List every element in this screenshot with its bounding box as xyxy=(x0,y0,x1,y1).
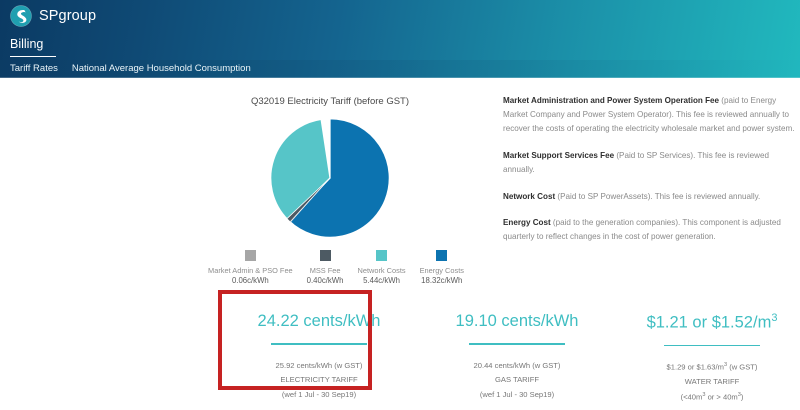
section-title-group: Billing xyxy=(10,38,56,57)
tariff-name: ELECTRICITY TARIFF xyxy=(280,375,358,385)
card-divider xyxy=(469,343,565,345)
period-mid: or > 40m xyxy=(705,392,738,402)
legend-label: MSS Fee xyxy=(309,266,341,275)
tariff-value-with-gst: 20.44 cents/kWh (w GST) xyxy=(473,360,561,370)
tariff-value-superscript: 3 xyxy=(771,312,778,324)
fee-descriptions: Market Administration and Power System O… xyxy=(503,94,795,257)
header-divider xyxy=(0,77,800,78)
legend-value: 5.44c/kWh xyxy=(363,275,400,285)
legend-item: Market Admin & PSO Fee 0.06c/kWh xyxy=(208,250,293,287)
tariff-period: (<40m3 or > 40m3) xyxy=(615,390,800,405)
tariff-name: WATER TARIFF xyxy=(684,377,740,387)
chart-title: Q32019 Electricity Tariff (before GST) xyxy=(250,96,410,107)
tab-bar: Tariff Rates National Average Household … xyxy=(0,60,800,78)
card-divider xyxy=(271,343,367,345)
legend-value: 0.06c/kWh xyxy=(231,275,269,285)
legend-swatch-icon xyxy=(244,250,256,261)
gst-superscript: 3 xyxy=(723,362,728,369)
description-term: Network Cost xyxy=(503,191,556,201)
description-market-admin: Market Administration and Power System O… xyxy=(503,94,795,136)
page-title: Billing xyxy=(10,37,44,51)
tariff-value-with-gst: $1.29 or $1.63/m3 (w GST) xyxy=(615,360,800,375)
main-content: Q32019 Electricity Tariff (before GST) M… xyxy=(0,78,800,410)
tariff-period: (wef 1 Jul - 30 Sep19) xyxy=(479,389,555,399)
description-term: Market Administration and Power System O… xyxy=(503,96,720,105)
gst-suffix: (w GST) xyxy=(727,362,758,372)
card-divider xyxy=(664,344,760,347)
tariff-period: (wef 1 Jul - 30 Sep19) xyxy=(281,389,357,399)
description-body: (paid to Energy Market Company and Power… xyxy=(503,96,795,133)
tariff-value: 24.22 cents/kWh xyxy=(257,312,381,330)
legend-value: 0.40c/kWh xyxy=(306,275,344,285)
description-body: (Paid to SP Services). This fee is revie… xyxy=(503,150,770,174)
description-market-support: Market Support Services Fee (Paid to SP … xyxy=(503,149,795,177)
tariff-card-gas[interactable]: 19.10 cents/kWh 20.44 cents/kWh (w GST) … xyxy=(420,296,614,402)
legend-value: 18.32c/kWh xyxy=(421,275,463,285)
legend-label: Market Admin & PSO Fee xyxy=(208,266,293,275)
tariff-value-text: $1.21 or $1.52/m xyxy=(646,313,772,332)
period-superscript-2: 3 xyxy=(737,391,741,398)
description-body: (Paid to SP PowerAssets). This fee is re… xyxy=(555,191,761,201)
legend-swatch-icon xyxy=(436,250,448,261)
brand-logo[interactable]: SPgroup xyxy=(10,5,96,27)
tariff-name: GAS TARIFF xyxy=(494,375,540,385)
tariff-card-electricity[interactable]: 24.22 cents/kWh 25.92 cents/kWh (w GST) … xyxy=(222,296,416,402)
tariff-value-with-gst: 25.92 cents/kWh (w GST) xyxy=(275,360,363,370)
chart-legend: Market Admin & PSO Fee 0.06c/kWh MSS Fee… xyxy=(180,250,480,287)
period-prefix: (<40m xyxy=(680,392,703,402)
legend-swatch-icon xyxy=(319,250,331,261)
description-network-cost: Network Cost (Paid to SP PowerAssets). T… xyxy=(503,190,795,204)
legend-item: Energy Costs 18.32c/kWh xyxy=(420,250,464,287)
tariff-card-water[interactable]: $1.21 or $1.52/m3 $1.29 or $1.63/m3 (w G… xyxy=(615,296,800,405)
tab-national-average-household-consumption[interactable]: National Average Household Consumption xyxy=(71,63,251,75)
legend-swatch-icon xyxy=(376,250,388,261)
description-energy-cost: Energy Cost (paid to the generation comp… xyxy=(503,216,795,244)
legend-item: Network Costs 5.44c/kWh xyxy=(358,250,406,287)
legend-label: Energy Costs xyxy=(419,266,464,275)
period-superscript-1: 3 xyxy=(702,391,706,398)
sp-swirl-logo-icon xyxy=(10,5,32,27)
pie-chart-holder xyxy=(180,115,480,241)
description-body: (paid to the generation companies). This… xyxy=(503,218,781,242)
brand-name: SPgroup xyxy=(39,7,97,24)
site-header: SPgroup Billing Tariff Rates National Av… xyxy=(0,0,800,78)
active-section-underline xyxy=(10,55,56,57)
period-suffix: ) xyxy=(740,392,744,402)
electricity-tariff-chart: Q32019 Electricity Tariff (before GST) M… xyxy=(180,96,480,287)
legend-label: Network Costs xyxy=(357,266,406,275)
tariff-value: $1.21 or $1.52/m3 xyxy=(615,312,800,332)
gst-text: $1.29 or $1.63/m xyxy=(666,362,724,372)
legend-item: MSS Fee 0.40c/kWh xyxy=(307,250,344,287)
tab-tariff-rates[interactable]: Tariff Rates xyxy=(10,63,58,75)
tariff-value: 19.10 cents/kWh xyxy=(455,312,579,330)
description-term: Market Support Services Fee xyxy=(503,150,615,160)
tariff-cards: 24.22 cents/kWh 25.92 cents/kWh (w GST) … xyxy=(0,290,800,410)
pie-chart xyxy=(270,118,390,238)
description-term: Energy Cost xyxy=(503,218,551,228)
